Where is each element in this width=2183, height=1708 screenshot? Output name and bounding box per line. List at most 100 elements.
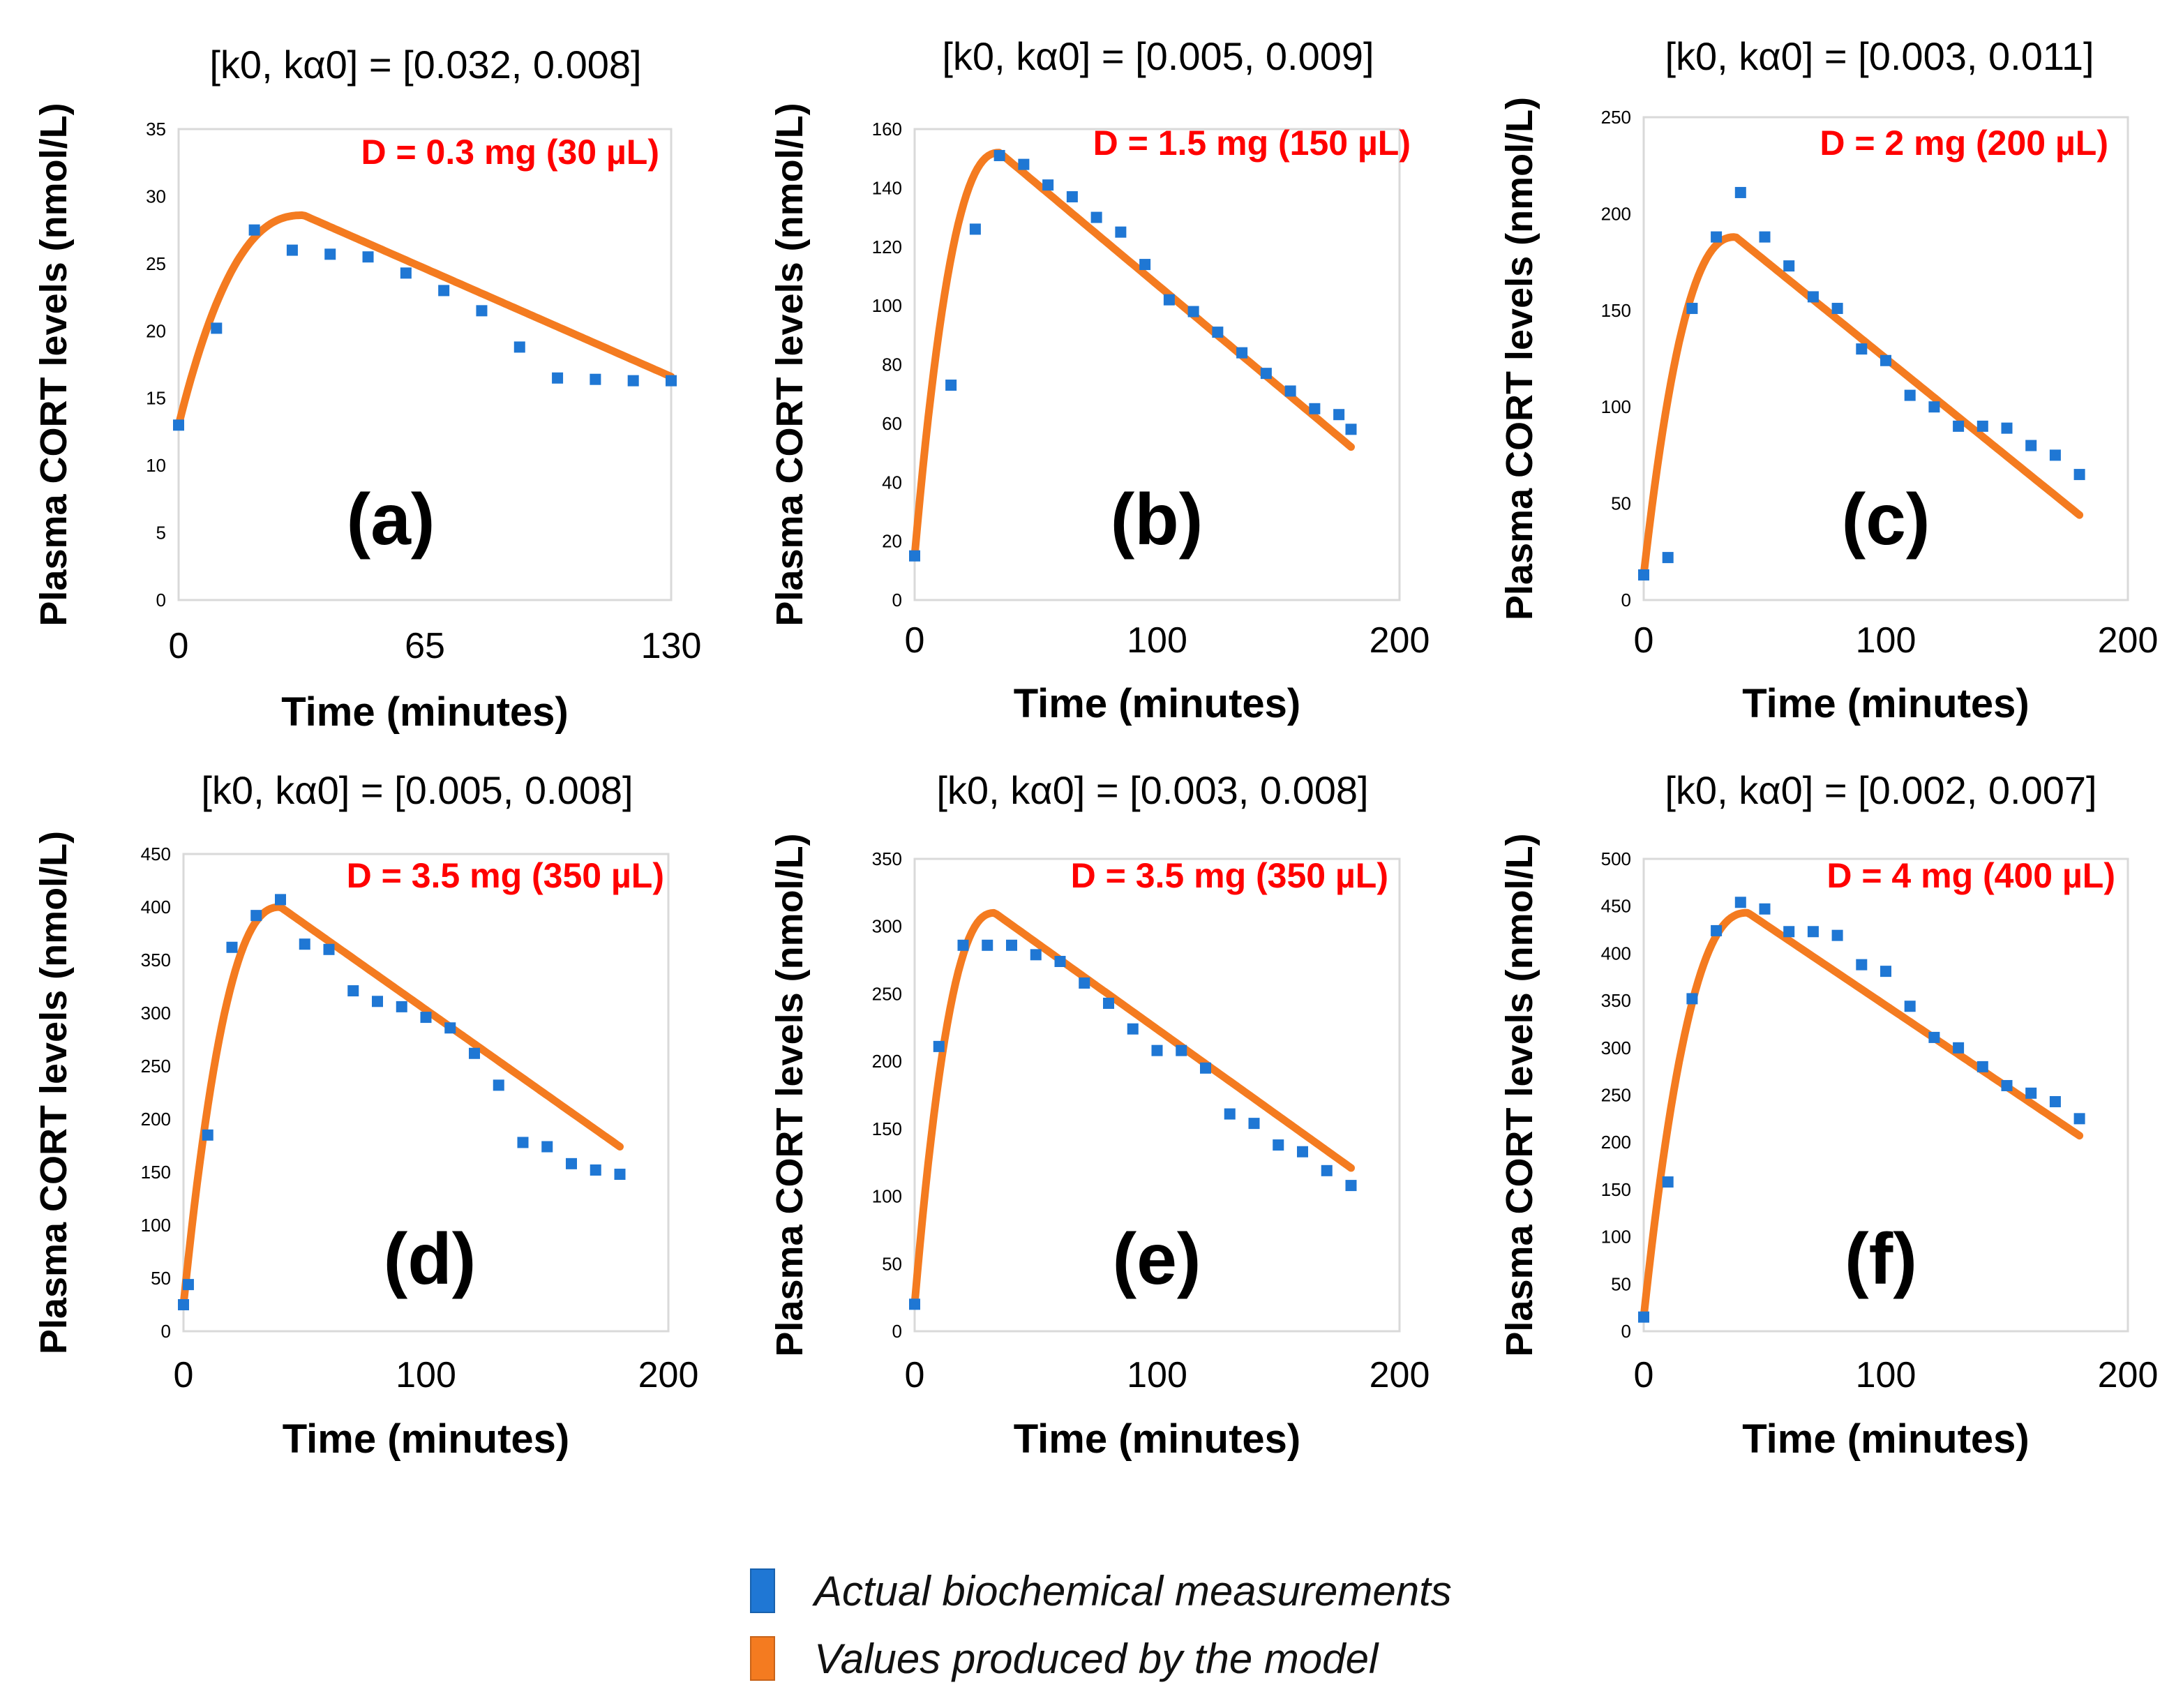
chart-panel-c: 0 50 100 150 200 250 0 100 200 [k0, kα0] = [0.003… <box>1499 34 2158 726</box>
measured-point <box>1018 158 1030 170</box>
measured-point <box>1030 949 1042 961</box>
measured-point <box>982 939 993 951</box>
measured-point <box>1686 993 1698 1005</box>
measured-point <box>248 224 260 236</box>
measured-point <box>1345 1180 1357 1192</box>
y-tick-label: 100 <box>1601 1227 1631 1248</box>
measured-point <box>1127 1023 1139 1035</box>
measured-point <box>1976 420 1988 432</box>
y-tick-label: 150 <box>872 1118 902 1139</box>
y-axis-label: Plasma CORT levels (nmol/L) <box>1499 97 1540 620</box>
y-tick-label: 250 <box>872 983 902 1004</box>
x-tick-label: 0 <box>905 620 925 661</box>
dose-label: D = 1.5 mg (150 µL) <box>1093 123 1411 163</box>
measured-point <box>1807 291 1819 303</box>
x-axis-label: Time (minutes) <box>1014 1416 1300 1462</box>
chart-panel-d: 0 50 100 150 200 250 300 350 400 450 0 100 200 [k0, k… <box>33 768 698 1462</box>
measured-point <box>1759 903 1771 915</box>
measured-point <box>1928 1031 1940 1043</box>
measured-point <box>469 1047 480 1059</box>
measured-point <box>1759 231 1771 243</box>
measured-point <box>627 375 639 387</box>
y-tick-label: 300 <box>1601 1037 1631 1058</box>
measured-point <box>1880 966 1891 977</box>
y-tick-label: 300 <box>872 916 902 937</box>
measured-point <box>945 380 957 391</box>
y-tick-label: 35 <box>146 119 166 140</box>
dose-label: D = 3.5 mg (350 µL) <box>1071 856 1388 895</box>
chart-panel-b: 0 20 40 60 80 100 120 140 160 0 100 200 [k0, kα0] = … <box>769 34 1430 726</box>
measured-point <box>250 910 262 922</box>
y-tick-label: 450 <box>1601 896 1631 917</box>
measured-point <box>1711 231 1723 243</box>
y-tick-label: 100 <box>141 1215 171 1236</box>
measured-point <box>1686 303 1698 315</box>
y-axis-label: Plasma CORT levels (nmol/L) <box>769 833 811 1356</box>
y-tick-label: 20 <box>146 320 166 341</box>
measured-point <box>438 285 450 297</box>
y-tick-label: 150 <box>141 1162 171 1183</box>
y-tick-label: 80 <box>882 354 902 375</box>
measured-point <box>420 1012 432 1024</box>
measured-point <box>1297 1146 1308 1158</box>
measured-point <box>2001 422 2013 434</box>
x-axis-label: Time (minutes) <box>1742 681 2029 726</box>
measured-point <box>1212 327 1224 338</box>
chart-title: [k0, kα0] = [0.003, 0.011] <box>1665 34 2094 78</box>
panel-label: (f) <box>1845 1219 1917 1300</box>
plot-area <box>177 128 673 601</box>
chart-panel-e: 0 50 100 150 200 250 300 350 0 100 200 [k0, kα0] = … <box>769 768 1430 1462</box>
measured-point <box>1248 1118 1260 1130</box>
y-tick-label: 60 <box>882 413 902 434</box>
y-tick-label: 0 <box>892 1321 902 1342</box>
y-tick-label: 400 <box>141 897 171 917</box>
y-tick-label: 140 <box>872 177 902 198</box>
y-tick-label: 500 <box>1601 848 1631 869</box>
chart-title: [k0, kα0] = [0.003, 0.008] <box>936 768 1368 812</box>
measured-point <box>590 1164 601 1176</box>
y-tick-label: 50 <box>1611 1273 1631 1294</box>
panel-label: (a) <box>346 479 435 560</box>
measured-point <box>1090 211 1102 223</box>
y-tick-label: 0 <box>161 1321 171 1342</box>
measured-point <box>2073 1113 2085 1125</box>
panel-label: (d) <box>384 1219 477 1300</box>
measured-point <box>2073 469 2085 481</box>
y-tick-label: 50 <box>1611 493 1631 514</box>
y-tick-label: 100 <box>1601 396 1631 417</box>
x-tick-label: 0 <box>174 1355 194 1395</box>
measured-point <box>1662 552 1674 564</box>
measured-point <box>1321 1164 1333 1176</box>
y-tick-label: 25 <box>146 253 166 274</box>
y-tick-label: 5 <box>156 523 166 544</box>
legend-swatch-measured <box>750 1568 775 1613</box>
measured-point <box>1103 997 1114 1009</box>
dose-label: D = 3.5 mg (350 µL) <box>347 856 664 895</box>
y-tick-label: 20 <box>882 531 902 552</box>
measured-point <box>1831 303 1843 315</box>
y-tick-label: 160 <box>872 119 902 140</box>
measured-point <box>1928 401 1940 413</box>
dose-label: D = 0.3 mg (30 µL) <box>361 133 659 172</box>
measured-point <box>347 985 359 997</box>
measured-point <box>1953 420 1965 432</box>
x-tick-label: 200 <box>1370 1355 1430 1395</box>
measured-point <box>1284 385 1296 397</box>
y-tick-label: 10 <box>146 455 166 476</box>
plot-area <box>1642 857 2129 1333</box>
panel-label: (c) <box>1841 479 1930 560</box>
measured-point <box>1066 191 1078 203</box>
measured-point <box>1734 897 1746 908</box>
measured-point <box>969 223 981 235</box>
dose-label: D = 4 mg (400 µL) <box>1826 856 2115 895</box>
y-tick-label: 120 <box>872 237 902 257</box>
measured-point <box>1042 179 1054 191</box>
measured-point <box>1904 1001 1916 1012</box>
x-tick-label: 100 <box>1127 620 1187 661</box>
y-tick-label: 200 <box>1601 203 1631 224</box>
legend-item-model: Values produced by the model <box>750 1634 1378 1683</box>
y-tick-label: 15 <box>146 388 166 409</box>
measured-point <box>1638 1311 1649 1323</box>
measured-point <box>666 375 677 387</box>
chart-title: [k0, kα0] = [0.005, 0.009] <box>942 34 1374 78</box>
